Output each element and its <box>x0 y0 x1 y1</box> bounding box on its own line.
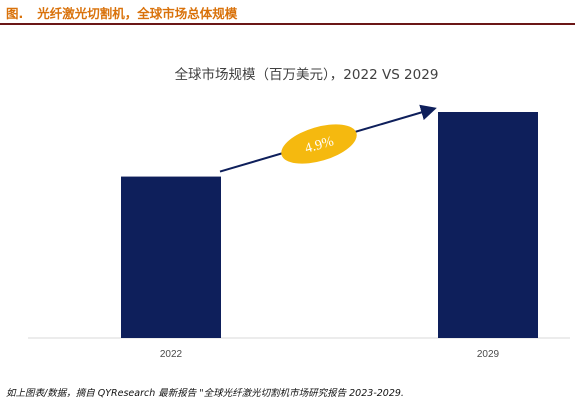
figure-header: 图. 光纤激光切割机，全球市场总体规模 <box>6 3 237 21</box>
x-tick-label: 2022 <box>160 349 183 360</box>
growth-badge: 4.9% <box>281 124 357 164</box>
figure-title: 光纤激光切割机，全球市场总体规模 <box>37 5 238 21</box>
bar-2022 <box>121 176 221 338</box>
source-footnote: 如上图表/数据，摘自 QYResearch 最新报告 "全球光纤激光切割机市场研… <box>6 388 404 399</box>
bar-2029 <box>438 112 538 338</box>
figure-label: 图. <box>6 5 24 21</box>
chart-title: 全球市场规模（百万美元），2022 VS 2029 <box>174 67 439 83</box>
x-tick-label: 2029 <box>477 349 500 360</box>
header-rule <box>0 23 575 25</box>
